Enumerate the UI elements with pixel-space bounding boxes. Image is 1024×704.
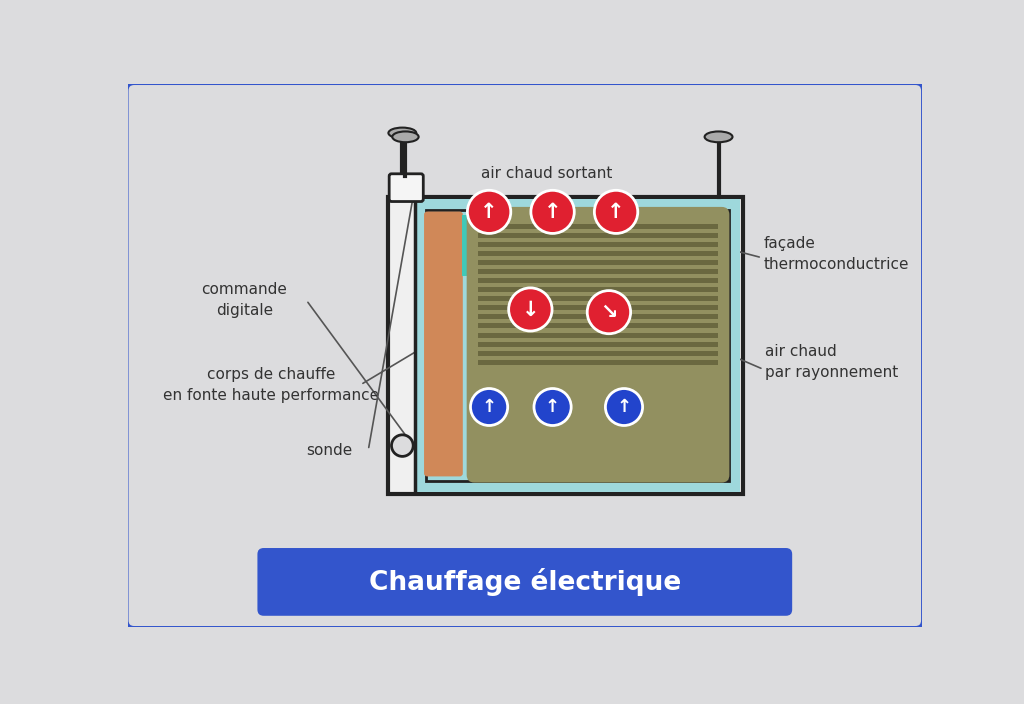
Bar — [478, 224, 718, 229]
Bar — [478, 278, 718, 283]
Text: sonde: sonde — [306, 443, 352, 458]
Text: air chaud sortant: air chaud sortant — [481, 165, 612, 180]
Text: air ambiant entrant: air ambiant entrant — [501, 470, 650, 484]
Bar — [478, 323, 718, 329]
Circle shape — [587, 291, 631, 334]
Bar — [478, 287, 718, 292]
Text: façade
thermoconductrice: façade thermoconductrice — [764, 236, 909, 272]
Circle shape — [605, 389, 643, 425]
Ellipse shape — [705, 132, 732, 142]
Ellipse shape — [388, 127, 417, 139]
Bar — [478, 233, 718, 238]
Text: ↓: ↓ — [521, 299, 539, 320]
Bar — [478, 242, 718, 247]
Text: ↑: ↑ — [480, 202, 498, 222]
Circle shape — [391, 435, 414, 456]
Text: ↑: ↑ — [545, 398, 560, 416]
Text: ↑: ↑ — [616, 398, 632, 416]
FancyBboxPatch shape — [389, 174, 423, 201]
Circle shape — [534, 389, 571, 425]
Circle shape — [530, 190, 574, 234]
Bar — [462, 215, 471, 276]
Circle shape — [470, 389, 508, 425]
Bar — [478, 360, 718, 365]
Bar — [478, 269, 718, 274]
Bar — [478, 306, 718, 310]
Text: commande
digitale: commande digitale — [202, 282, 287, 318]
Bar — [478, 332, 718, 337]
Bar — [478, 351, 718, 356]
Circle shape — [467, 190, 511, 234]
Circle shape — [594, 190, 638, 234]
Text: corps de chauffe
en fonte haute performance: corps de chauffe en fonte haute performa… — [163, 367, 380, 403]
Text: ↑: ↑ — [544, 202, 561, 222]
Bar — [478, 296, 718, 301]
Ellipse shape — [392, 132, 419, 142]
Text: ↑: ↑ — [481, 398, 497, 416]
FancyBboxPatch shape — [257, 548, 793, 616]
FancyBboxPatch shape — [388, 197, 742, 494]
FancyBboxPatch shape — [126, 83, 924, 628]
Bar — [478, 251, 718, 256]
Text: air chaud
par rayonnement: air chaud par rayonnement — [765, 344, 898, 379]
FancyBboxPatch shape — [424, 211, 463, 477]
Bar — [415, 199, 740, 492]
Bar — [478, 260, 718, 265]
Bar — [478, 315, 718, 320]
Text: ↑: ↑ — [607, 202, 625, 222]
Text: Chauffage électrique: Chauffage électrique — [369, 568, 681, 596]
Circle shape — [509, 288, 552, 331]
FancyBboxPatch shape — [467, 207, 729, 482]
Bar — [478, 341, 718, 346]
Text: ↘: ↘ — [600, 302, 617, 322]
